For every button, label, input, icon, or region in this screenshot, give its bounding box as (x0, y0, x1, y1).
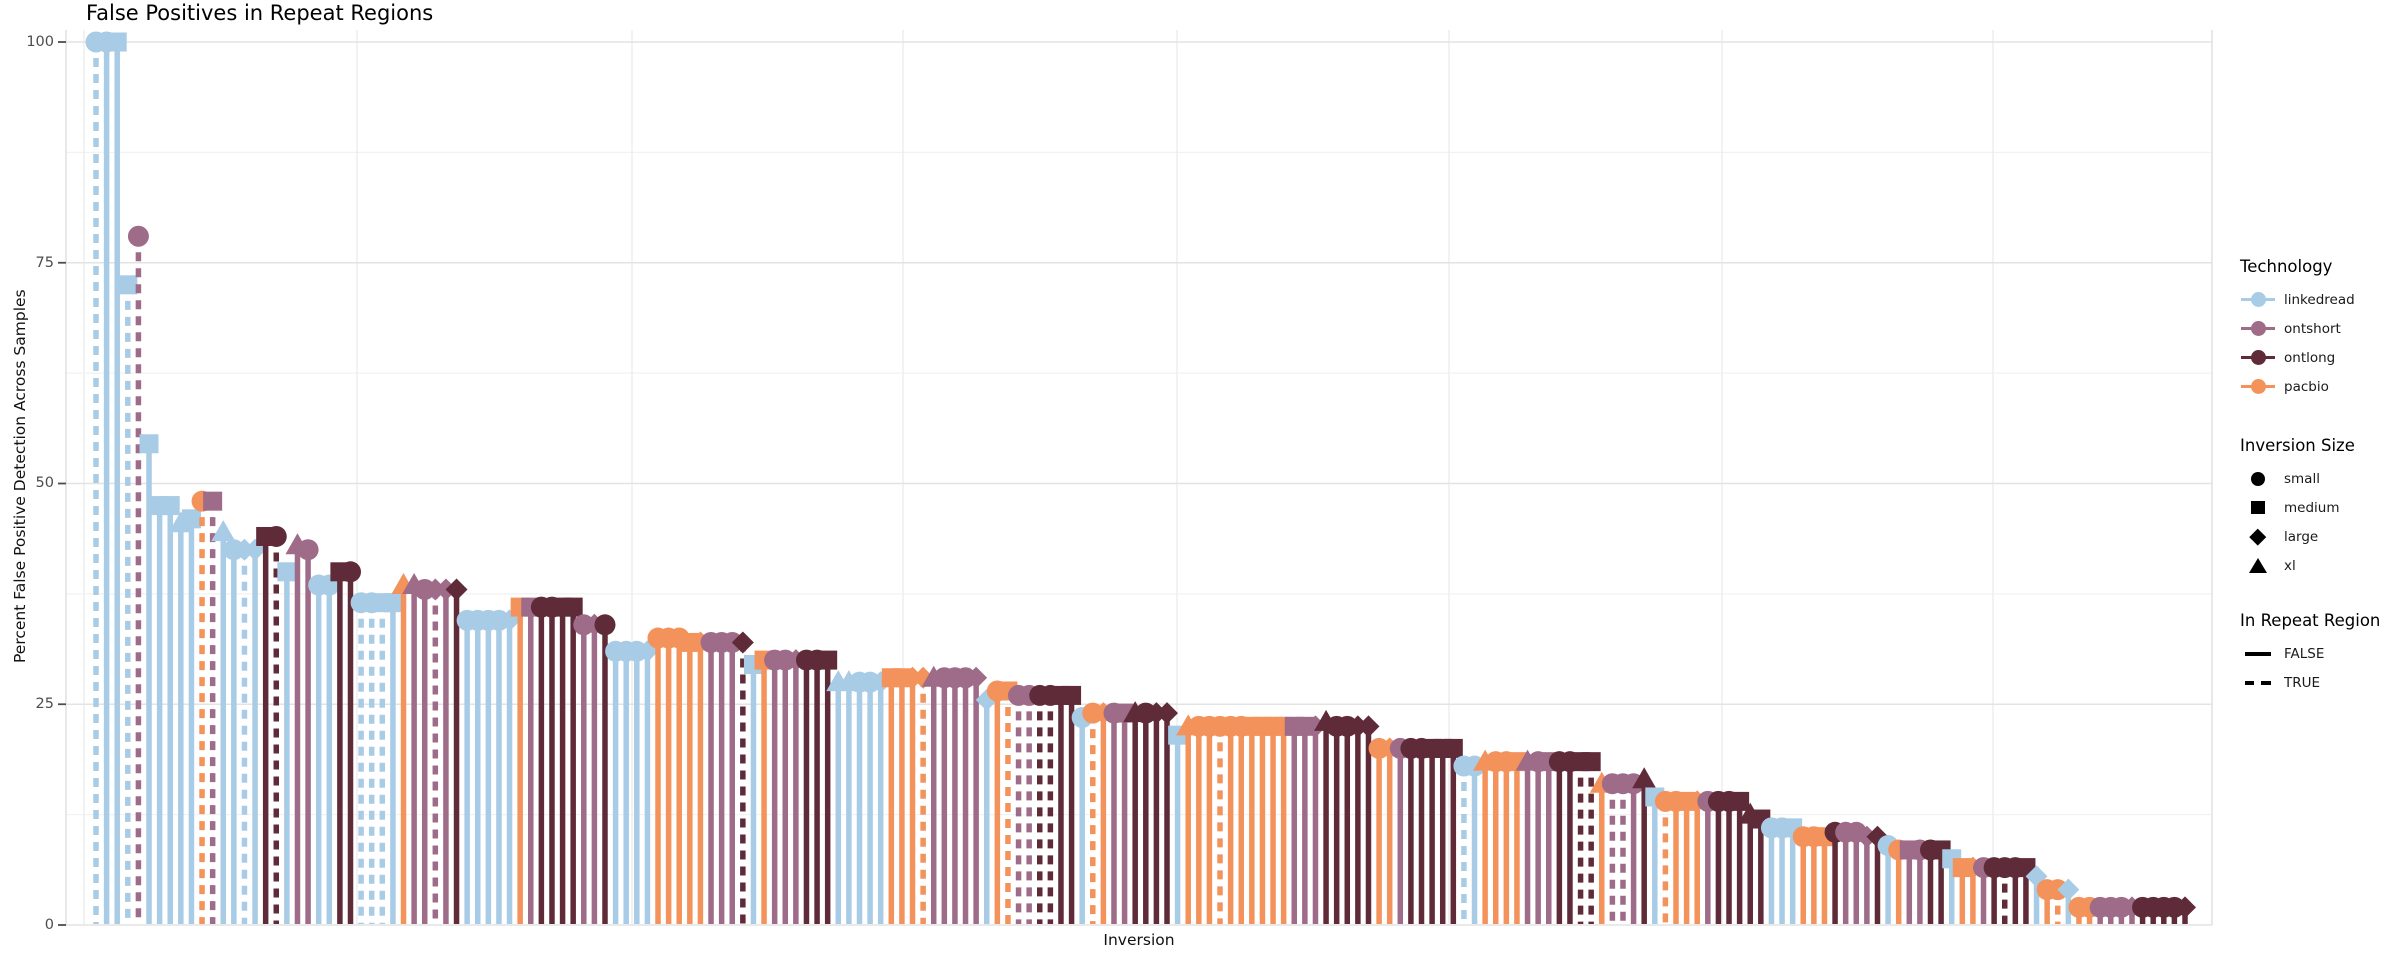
legend-item-xl: xl (2240, 551, 2355, 580)
lollipop-marker-square (107, 32, 127, 52)
legend-item-ontlong: ontlong (2240, 343, 2355, 372)
page-title: False Positives in Repeat Regions (86, 1, 434, 25)
pacbio-label: pacbio (2284, 378, 2329, 395)
lollipop-marker-square (181, 509, 201, 529)
y-tick-50: 50 (35, 475, 54, 491)
legend-item-pacbio: pacbio (2240, 372, 2355, 401)
legend-repeat-title: In Repeat Region (2240, 611, 2381, 630)
lollipop-marker-square (277, 562, 297, 582)
large-label: large (2284, 528, 2319, 545)
lollipop-marker-diamond (445, 578, 468, 601)
legend-size-title: Inversion Size (2240, 436, 2355, 455)
lollipop-marker-square (203, 491, 223, 511)
lollipop-marker-square (1730, 791, 1750, 811)
small-label: small (2284, 470, 2320, 487)
legend-item-ontshort: ontshort (2240, 314, 2355, 343)
lollipop-marker-square (818, 650, 838, 670)
legend-item-false: FALSE (2240, 639, 2380, 668)
linkedread-label: linkedread (2284, 291, 2355, 308)
lollipop-marker-square (160, 496, 180, 516)
xl-triangle-icon (2249, 558, 2267, 573)
legend-technology-title: Technology (2240, 257, 2333, 276)
lollipop-marker-triangle (1632, 767, 1657, 789)
large-diamond-icon (2249, 528, 2267, 545)
pacbio-key-icon (2240, 376, 2276, 398)
ontlong-label: ontlong (2284, 349, 2336, 366)
ontlong-key-icon (2240, 347, 2276, 369)
lollipop-marker-circle (594, 614, 616, 636)
dashed-line-icon (2245, 680, 2271, 685)
lollipop-marker-triangle (211, 520, 236, 542)
legend-item-large: large (2240, 522, 2355, 551)
lollipop-marker-diamond (2057, 878, 2080, 901)
lollipop-marker-diamond (1156, 702, 1179, 725)
lollipop-marker-circle (127, 225, 149, 247)
linkedread-key-icon (2240, 289, 2276, 311)
lollipop-marker-square (1581, 752, 1601, 772)
legend-item-linkedread: linkedread (2240, 285, 2355, 314)
y-tick-100: 100 (26, 34, 54, 50)
solid-line-icon (2245, 651, 2271, 656)
lollipop-marker-diamond (731, 631, 754, 654)
lollipop-marker-diamond (965, 666, 988, 689)
legend-technology: Technology linkedread ontshort ontlong p… (2240, 257, 2355, 401)
ontshort-key-icon (2240, 318, 2276, 340)
legend-item-medium: medium (2240, 493, 2355, 522)
lollipop-marker-circle (297, 539, 319, 561)
lollipop-marker-square (139, 434, 159, 454)
medium-square-icon (2251, 500, 2265, 515)
legend-in-repeat-region: In Repeat Region FALSE TRUE (2240, 611, 2380, 697)
lollipop-marker-diamond (2174, 896, 2196, 919)
lollipop-marker-circle (265, 525, 287, 547)
y-tick-25: 25 (35, 696, 54, 712)
lollipop-marker-square (1062, 685, 1082, 705)
y-tick-0: 0 (44, 917, 54, 933)
ontshort-label: ontshort (2284, 320, 2341, 337)
lollipop-marker-circle (339, 561, 361, 583)
true-label: TRUE (2284, 674, 2321, 691)
lollipop-marker-diamond (1357, 715, 1380, 738)
false-label: FALSE (2284, 645, 2325, 662)
small-circle-icon (2251, 471, 2265, 486)
medium-label: medium (2284, 499, 2340, 516)
lollipop-marker-square (1443, 738, 1463, 758)
lollipop-marker-square (383, 593, 403, 613)
xl-label: xl (2284, 557, 2296, 574)
legend-item-small: small (2240, 464, 2355, 493)
lollipop-marker-square (563, 597, 583, 617)
x-axis-label: Inversion (1103, 931, 1175, 949)
legend-item-true: TRUE (2240, 668, 2380, 697)
y-tick-75: 75 (35, 255, 54, 271)
lollipop-marker-square (118, 275, 138, 295)
legend-inversion-size: Inversion Size small medium large xl (2240, 436, 2355, 580)
